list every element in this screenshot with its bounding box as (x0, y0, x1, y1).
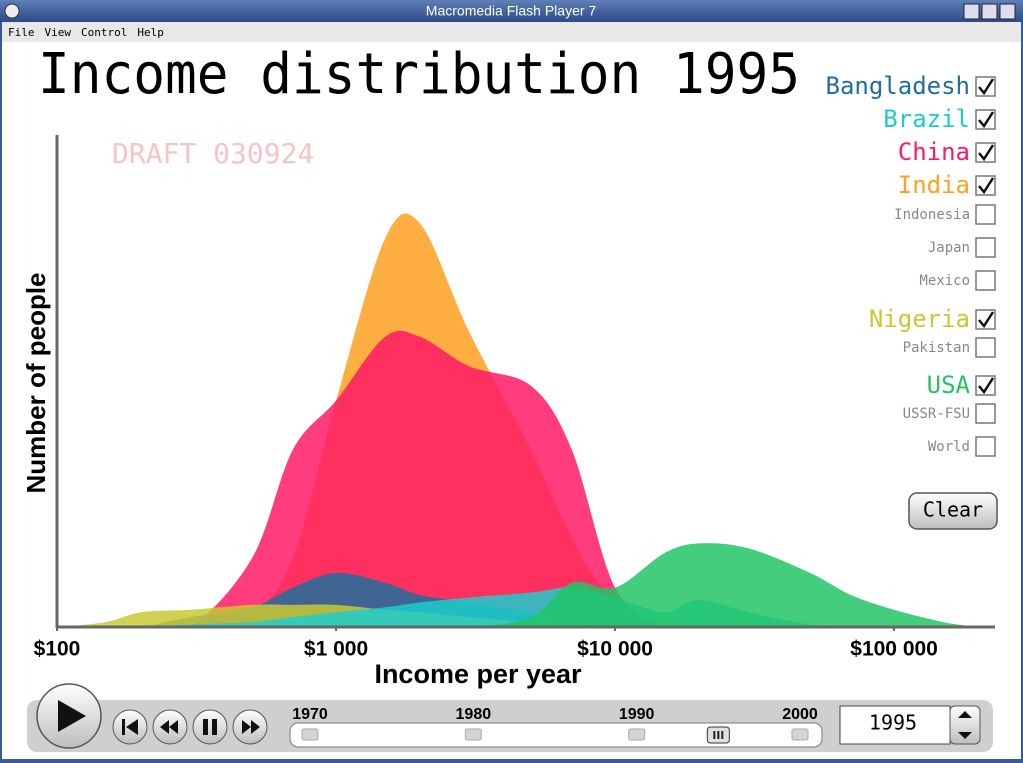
country-checkbox[interactable] (975, 436, 996, 457)
country-list: Bangladesh Brazil China India Indonesia Japan… (826, 72, 996, 457)
chart-title: Income distribution 1995 (38, 42, 800, 107)
country-label[interactable]: Nigeria (869, 305, 970, 333)
rewind-icon (160, 720, 178, 734)
area (57, 543, 979, 627)
year-spinner[interactable] (949, 705, 981, 745)
country-label[interactable]: India (898, 171, 970, 199)
title-bar (0, 0, 1023, 22)
checkmark (978, 177, 995, 195)
country-label[interactable]: China (898, 138, 970, 166)
x-tick-label: $100 (34, 638, 81, 661)
y-axis-label: Number of people (21, 272, 51, 493)
window-buttons (963, 3, 1016, 20)
plot-area (57, 213, 979, 627)
slider-tick-label: 1980 (456, 706, 492, 723)
country-checkbox[interactable] (975, 237, 996, 258)
menu-item[interactable]: Control (81, 26, 127, 39)
year-slider: 1970 1980 1990 2000 (292, 706, 818, 744)
x-tick-label: $1 000 (304, 638, 368, 661)
app-icon (4, 3, 20, 19)
slider-tick (464, 728, 482, 741)
playback-controls: 1970 1980 1990 2000 1995 (27, 683, 993, 752)
country-label[interactable]: World (928, 439, 970, 455)
slider-track[interactable] (289, 722, 823, 748)
slider-tick (791, 728, 809, 741)
window-title: Macromedia Flash Player 7 (426, 3, 597, 19)
close-button[interactable] (999, 3, 1016, 20)
country-label[interactable]: Japan (928, 240, 970, 256)
clear-button-label[interactable]: Clear (923, 498, 983, 522)
country-checkbox[interactable] (975, 403, 996, 424)
slider-tick-label: 1970 (292, 706, 328, 723)
x-tick-label: $100 000 (850, 638, 938, 661)
country-label[interactable]: Brazil (883, 105, 970, 133)
pause-button[interactable] (192, 709, 228, 745)
clear-button[interactable]: Clear (908, 492, 998, 530)
spinner-arrows (958, 711, 972, 739)
country-label[interactable]: Bangladesh (826, 72, 971, 100)
slider-tick-label: 1990 (619, 706, 655, 723)
minimize-button[interactable] (963, 3, 980, 20)
maximize-button[interactable] (981, 3, 998, 20)
draft-annotation: DRAFT 030924 (112, 137, 314, 170)
year-field[interactable] (839, 705, 951, 745)
slider-tick (628, 728, 646, 741)
country-label[interactable]: Pakistan (903, 340, 970, 356)
play-icon (58, 700, 86, 732)
country-checkbox[interactable] (975, 204, 996, 225)
slider-tick-label: 2000 (782, 706, 818, 723)
x-axis-label: Income per year (374, 659, 582, 689)
country-label[interactable]: Mexico (919, 273, 970, 289)
menu-item[interactable]: View (45, 26, 72, 39)
country-checkbox[interactable] (975, 270, 996, 291)
menu-item[interactable]: File (8, 26, 35, 39)
checkmark (978, 78, 995, 96)
clear-button-frame[interactable] (908, 492, 998, 530)
checkmark (978, 144, 995, 162)
checkmark (978, 377, 995, 395)
first-icon (122, 719, 138, 735)
slider-thumb-grip (713, 731, 724, 739)
country-label[interactable]: Indonesia (894, 207, 970, 223)
x-ticks: $100 $1 000 $10 000 $100 000 (34, 627, 938, 661)
menu: File View Control Help (8, 26, 164, 39)
slider-tick (301, 728, 319, 741)
checkmark (978, 311, 995, 329)
country-label[interactable]: USA (927, 371, 971, 399)
country-checkbox[interactable] (975, 337, 996, 358)
menu-item[interactable]: Help (137, 26, 164, 39)
year-field-text: 1995 (869, 711, 917, 735)
checkmark (978, 111, 995, 129)
forward-icon (242, 720, 260, 734)
country-label[interactable]: USSR-FSU (903, 406, 970, 422)
pause-icon (203, 719, 217, 735)
x-tick-label: $10 000 (577, 638, 653, 661)
menu-bar (2, 22, 1021, 42)
area (57, 330, 979, 627)
